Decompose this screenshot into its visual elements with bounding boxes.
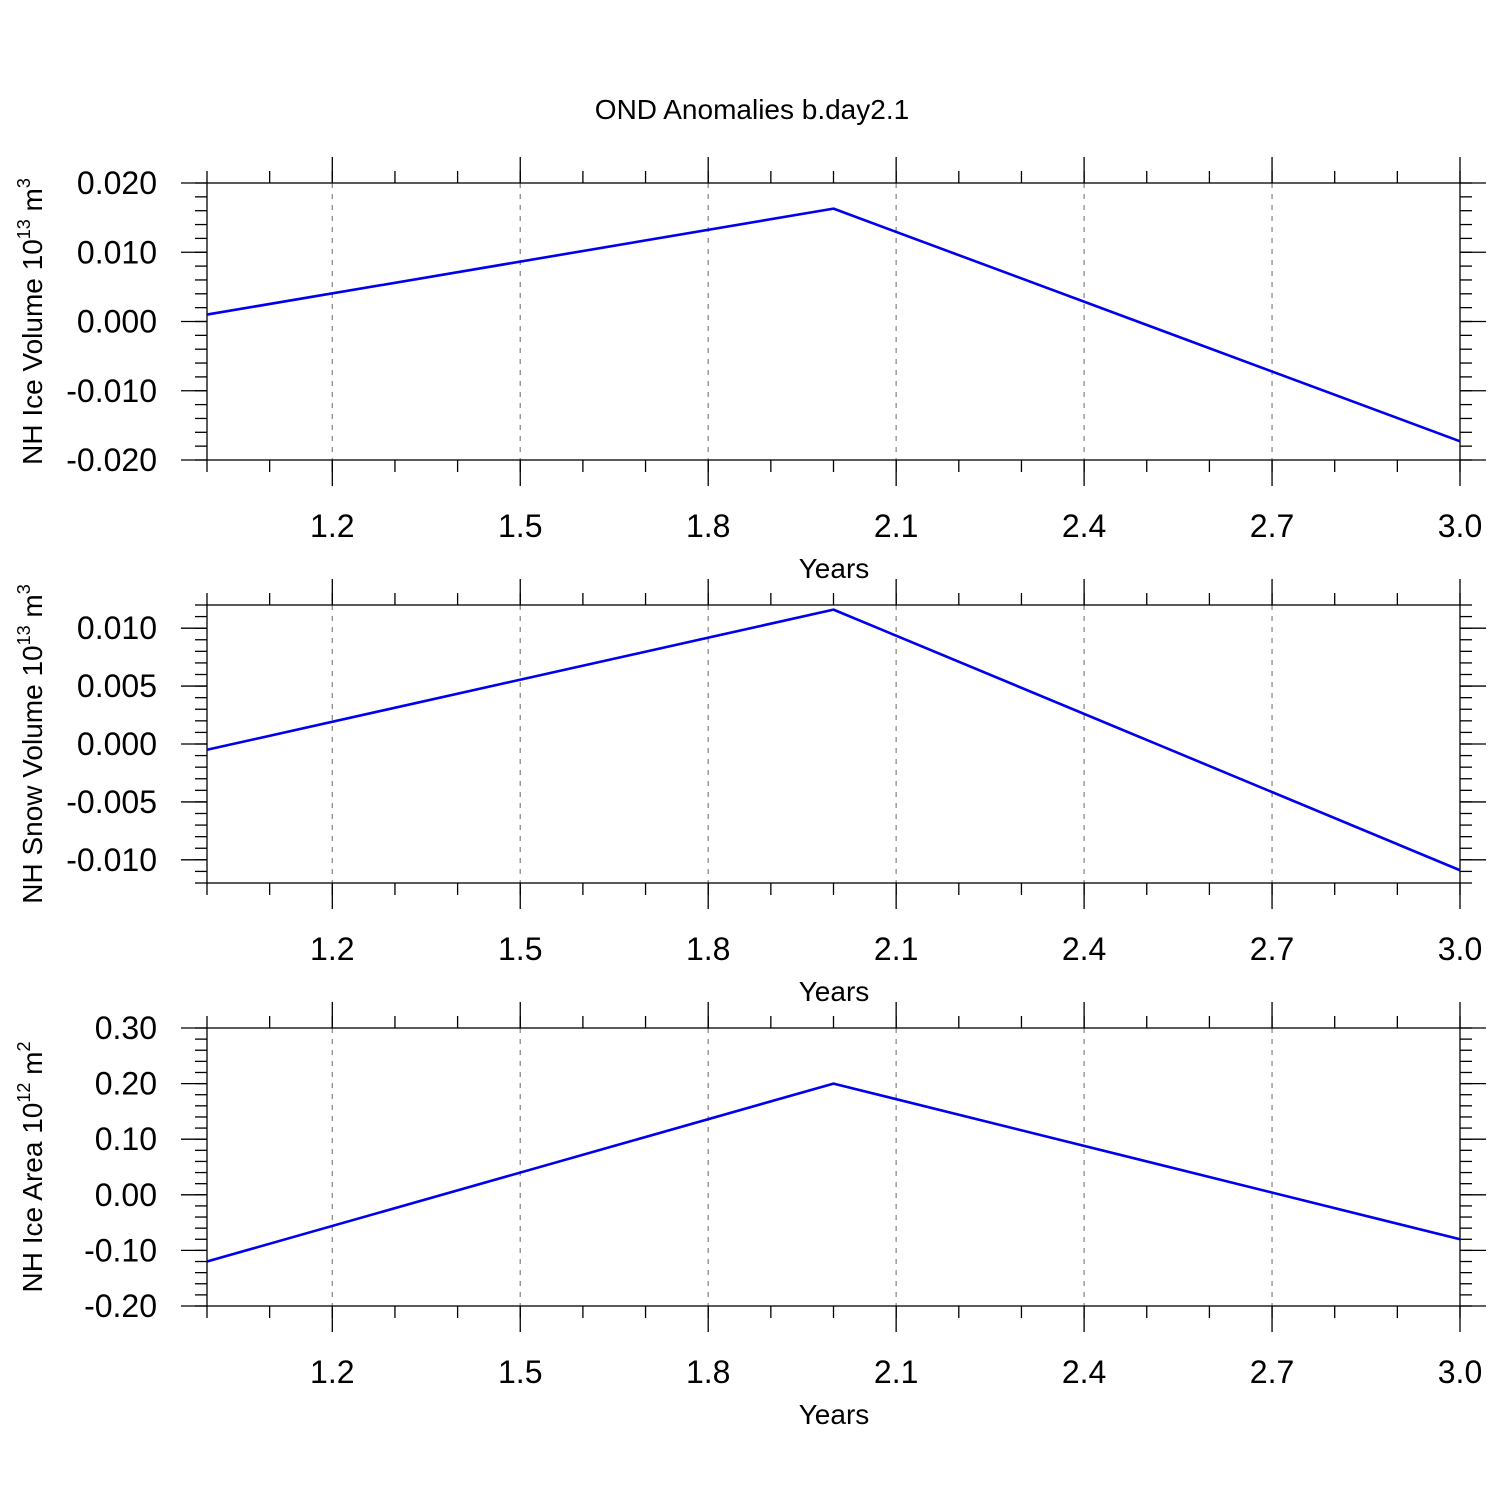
x-tick-label: 3.0 bbox=[1438, 508, 1482, 544]
y-axis-label-unit-exponent: 3 bbox=[14, 178, 34, 188]
x-tick-label: 3.0 bbox=[1438, 931, 1482, 967]
y-tick-label: -0.010 bbox=[66, 842, 157, 878]
x-tick-label: 1.5 bbox=[498, 931, 542, 967]
x-tick-label: 2.1 bbox=[874, 1354, 918, 1390]
y-axis-label-unit-exponent: 3 bbox=[14, 584, 34, 594]
y-tick-label: -0.020 bbox=[66, 442, 157, 478]
x-tick-label: 2.7 bbox=[1250, 931, 1294, 967]
x-tick-label: 1.5 bbox=[498, 1354, 542, 1390]
y-axis-label-unit-exponent: 2 bbox=[14, 1041, 34, 1051]
y-axis-label: NH Ice Volume 1013 m3 bbox=[14, 178, 48, 465]
y-tick-label: 0.10 bbox=[95, 1121, 157, 1157]
x-tick-label: 1.8 bbox=[686, 1354, 730, 1390]
x-tick-label: 1.2 bbox=[310, 508, 354, 544]
y-axis-label: NH Ice Area 1012 m2 bbox=[14, 1041, 48, 1292]
y-axis-label-unit: m bbox=[17, 188, 48, 219]
x-axis-label: Years bbox=[799, 1399, 870, 1430]
y-axis-label-unit: m bbox=[17, 1052, 48, 1083]
chart-title: OND Anomalies b.day2.1 bbox=[595, 94, 909, 125]
x-tick-label: 1.8 bbox=[686, 508, 730, 544]
y-axis-label-exponent: 13 bbox=[14, 219, 34, 239]
y-tick-label: 0.00 bbox=[95, 1177, 157, 1213]
x-tick-label: 1.5 bbox=[498, 508, 542, 544]
y-tick-label: 0.000 bbox=[77, 726, 157, 762]
y-axis-label: NH Snow Volume 1013 m3 bbox=[14, 584, 48, 904]
chart-panel-3: 1.2 1.5 1.8 2.1 2.4 2.7 3.0 0.30 0.20 0.10 0.00 -0.… bbox=[14, 1002, 1486, 1430]
y-axis-label-text: NH Snow Volume 10 bbox=[17, 645, 48, 903]
y-tick-label: 0.000 bbox=[77, 304, 157, 340]
x-tick-label: 2.1 bbox=[874, 931, 918, 967]
x-tick-label: 1.8 bbox=[686, 931, 730, 967]
chart-panel-1: 1.2 1.5 1.8 2.1 2.4 2.7 3.0 0.020 0.010 0.000 -0.0… bbox=[14, 157, 1486, 584]
y-tick-label: -0.10 bbox=[84, 1232, 157, 1268]
x-axis-label: Years bbox=[799, 976, 870, 1007]
y-tick-label: -0.010 bbox=[66, 373, 157, 409]
y-tick-label: 0.010 bbox=[77, 610, 157, 646]
y-tick-label: -0.005 bbox=[66, 784, 157, 820]
y-axis-label-unit: m bbox=[17, 594, 48, 625]
y-axis-label-exponent: 13 bbox=[14, 625, 34, 645]
y-tick-label: 0.20 bbox=[95, 1066, 157, 1102]
chart-panel-2: 1.2 1.5 1.8 2.1 2.4 2.7 3.0 0.010 0.005 0.000 -0.0… bbox=[14, 579, 1486, 1007]
x-tick-label: 2.4 bbox=[1062, 931, 1106, 967]
y-tick-label: 0.30 bbox=[95, 1010, 157, 1046]
x-tick-label: 2.7 bbox=[1250, 508, 1294, 544]
y-axis-label-exponent: 12 bbox=[14, 1083, 34, 1103]
x-tick-label: 1.2 bbox=[310, 1354, 354, 1390]
y-axis-label-text: NH Ice Volume 10 bbox=[17, 239, 48, 465]
y-tick-label: 0.005 bbox=[77, 668, 157, 704]
x-tick-label: 3.0 bbox=[1438, 1354, 1482, 1390]
y-axis-label-text: NH Ice Area 10 bbox=[17, 1103, 48, 1293]
x-tick-label: 2.4 bbox=[1062, 1354, 1106, 1390]
y-tick-label: -0.20 bbox=[84, 1288, 157, 1324]
plot-frame bbox=[206, 1027, 1461, 1307]
y-tick-label: 0.020 bbox=[77, 165, 157, 201]
plot-frame bbox=[206, 604, 1461, 884]
x-tick-label: 2.7 bbox=[1250, 1354, 1294, 1390]
x-tick-label: 2.4 bbox=[1062, 508, 1106, 544]
x-tick-label: 2.1 bbox=[874, 508, 918, 544]
chart-panels: 1.2 1.5 1.8 2.1 2.4 2.7 3.0 0.020 0.010 0.000 -0.0… bbox=[14, 157, 1486, 1430]
y-tick-label: 0.010 bbox=[77, 234, 157, 270]
x-axis-label: Years bbox=[799, 553, 870, 584]
plot-frame bbox=[206, 182, 1461, 461]
x-tick-label: 1.2 bbox=[310, 931, 354, 967]
